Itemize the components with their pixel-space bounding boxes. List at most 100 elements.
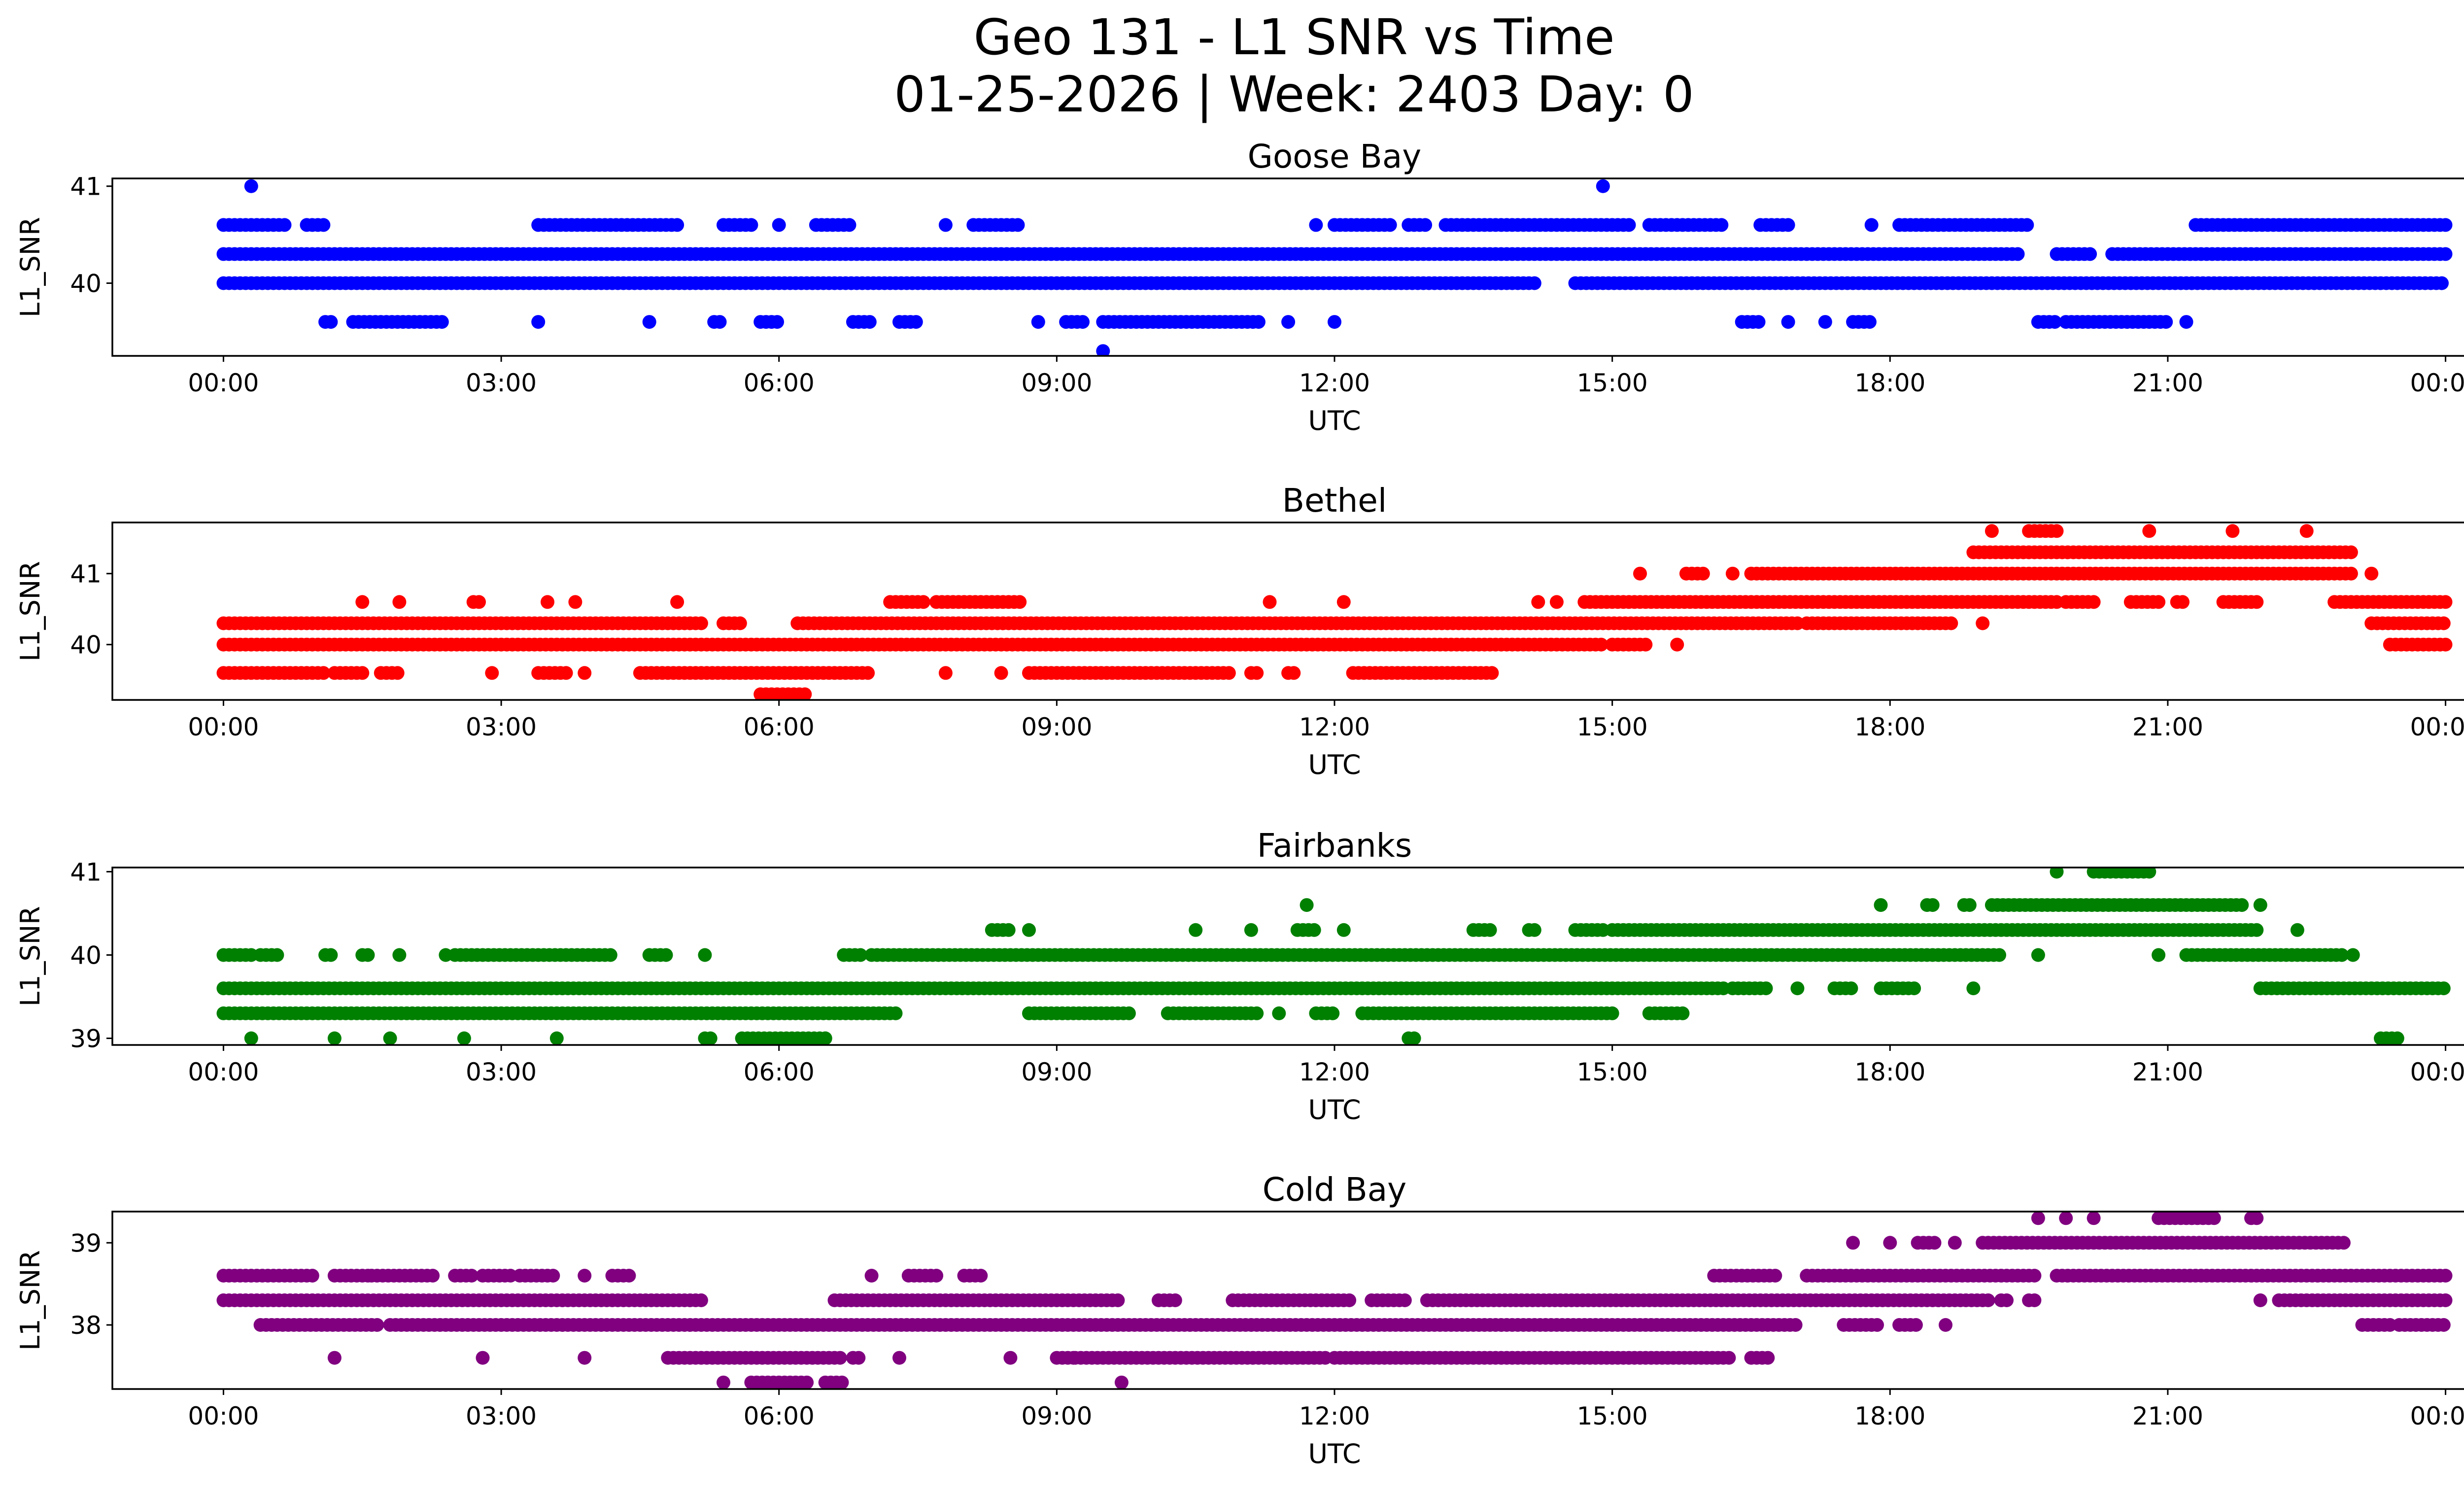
data-point [1605, 1006, 1619, 1020]
y-tick-label: 40 [70, 269, 102, 298]
data-point [1948, 1236, 1962, 1250]
data-point [568, 595, 582, 609]
data-point [1870, 1318, 1884, 1332]
data-point [1326, 1006, 1340, 1020]
x-tick-label: 03:00 [466, 1402, 537, 1430]
data-point [392, 595, 407, 609]
y-tick-label: 41 [70, 560, 102, 589]
data-point [1076, 315, 1090, 329]
data-point [1309, 218, 1323, 232]
data-point [2390, 1031, 2404, 1045]
data-point [2235, 898, 2249, 912]
data-point [1818, 315, 1832, 329]
x-tick-label: 21:00 [2132, 369, 2203, 397]
data-point [1527, 923, 1541, 937]
x-tick-label: 00:00 [2410, 1402, 2464, 1430]
data-point [1768, 1269, 1782, 1283]
data-point [1976, 616, 1990, 630]
x-tick-label: 06:00 [744, 1058, 815, 1086]
data-point [818, 1031, 832, 1045]
data-point [2250, 1212, 2264, 1225]
data-point [1874, 898, 1888, 912]
x-tick-label: 12:00 [1299, 1058, 1370, 1086]
data-point [1013, 595, 1027, 609]
x-tick-label: 12:00 [1299, 713, 1370, 741]
data-point [1962, 898, 1977, 912]
data-point [1287, 666, 1301, 680]
data-point [1168, 1293, 1182, 1307]
data-point [1111, 1293, 1125, 1307]
data-point [744, 218, 758, 232]
data-point [1722, 1351, 1736, 1365]
data-point [1483, 923, 1497, 937]
data-point [277, 218, 292, 232]
data-point [2364, 566, 2379, 581]
data-point [1883, 1236, 1897, 1250]
data-point [1272, 1006, 1286, 1020]
data-point [355, 666, 370, 680]
data-point [559, 666, 573, 680]
data-point [1788, 1318, 1803, 1332]
data-point [2142, 524, 2156, 538]
data-point [531, 315, 546, 329]
data-point [324, 948, 338, 962]
data-point [1862, 315, 1877, 329]
data-point [2083, 247, 2097, 261]
subplot-title: Bethel [1282, 482, 1387, 520]
x-tick-label: 03:00 [466, 369, 537, 397]
data-point [1985, 524, 1999, 538]
data-point [892, 1351, 906, 1365]
data-point [770, 315, 784, 329]
data-point [476, 1351, 490, 1365]
x-tick-label: 15:00 [1577, 369, 1648, 397]
data-point [1759, 981, 1773, 996]
x-tick-label: 12:00 [1299, 1402, 1370, 1430]
data-point [1122, 1006, 1136, 1020]
data-point [578, 1269, 592, 1283]
x-axis-label: UTC [1308, 1438, 1361, 1469]
data-point [1336, 595, 1351, 609]
subplot-cold-bay: Cold Bay 00:00 03:00 06:00 09:00 12:00 15:00 18… [15, 1171, 2464, 1469]
data-point [2176, 595, 2190, 609]
data-point [703, 1031, 718, 1045]
data-point [889, 1006, 903, 1020]
data-point [316, 218, 331, 232]
data-point [1944, 616, 1958, 630]
data-point [392, 948, 407, 962]
subplot-title: Cold Bay [1263, 1171, 1406, 1209]
data-point [670, 595, 684, 609]
x-tick-label: 06:00 [744, 1402, 815, 1430]
x-tick-label: 18:00 [1854, 713, 1925, 741]
data-point [1864, 218, 1879, 232]
x-tick-label: 06:00 [744, 369, 815, 397]
data-point [938, 218, 953, 232]
data-point [324, 315, 338, 329]
data-point [659, 948, 673, 962]
data-point [390, 666, 405, 680]
data-point [1527, 276, 1541, 290]
data-point [2336, 1236, 2351, 1250]
data-point [2050, 524, 2064, 538]
data-point [1639, 637, 1653, 652]
data-point [2207, 1212, 2221, 1225]
data-point [1011, 218, 1025, 232]
data-point [465, 1269, 479, 1283]
x-tick-label: 03:00 [466, 713, 537, 741]
subplot-title: Goose Bay [1248, 138, 1422, 175]
scatter-points [216, 179, 2453, 356]
data-point [1383, 218, 1397, 232]
scatter-points [216, 868, 2451, 1045]
x-tick-label: 09:00 [1021, 1402, 1092, 1430]
panels: Goose Bay 00:00 03:00 06:00 09:00 12:00 15:00 1… [15, 138, 2464, 1469]
x-tick-label: 00:00 [2410, 1058, 2464, 1086]
data-point [2179, 315, 2193, 329]
data-point [426, 1269, 440, 1283]
data-point [2250, 595, 2264, 609]
data-point [1781, 218, 1795, 232]
data-point [1927, 1236, 1942, 1250]
y-axis-label: L1_SNR [15, 217, 46, 317]
y-axis-label: L1_SNR [15, 1250, 46, 1351]
y-axis-label: L1_SNR [15, 906, 46, 1007]
x-tick-label: 18:00 [1854, 1058, 1925, 1086]
